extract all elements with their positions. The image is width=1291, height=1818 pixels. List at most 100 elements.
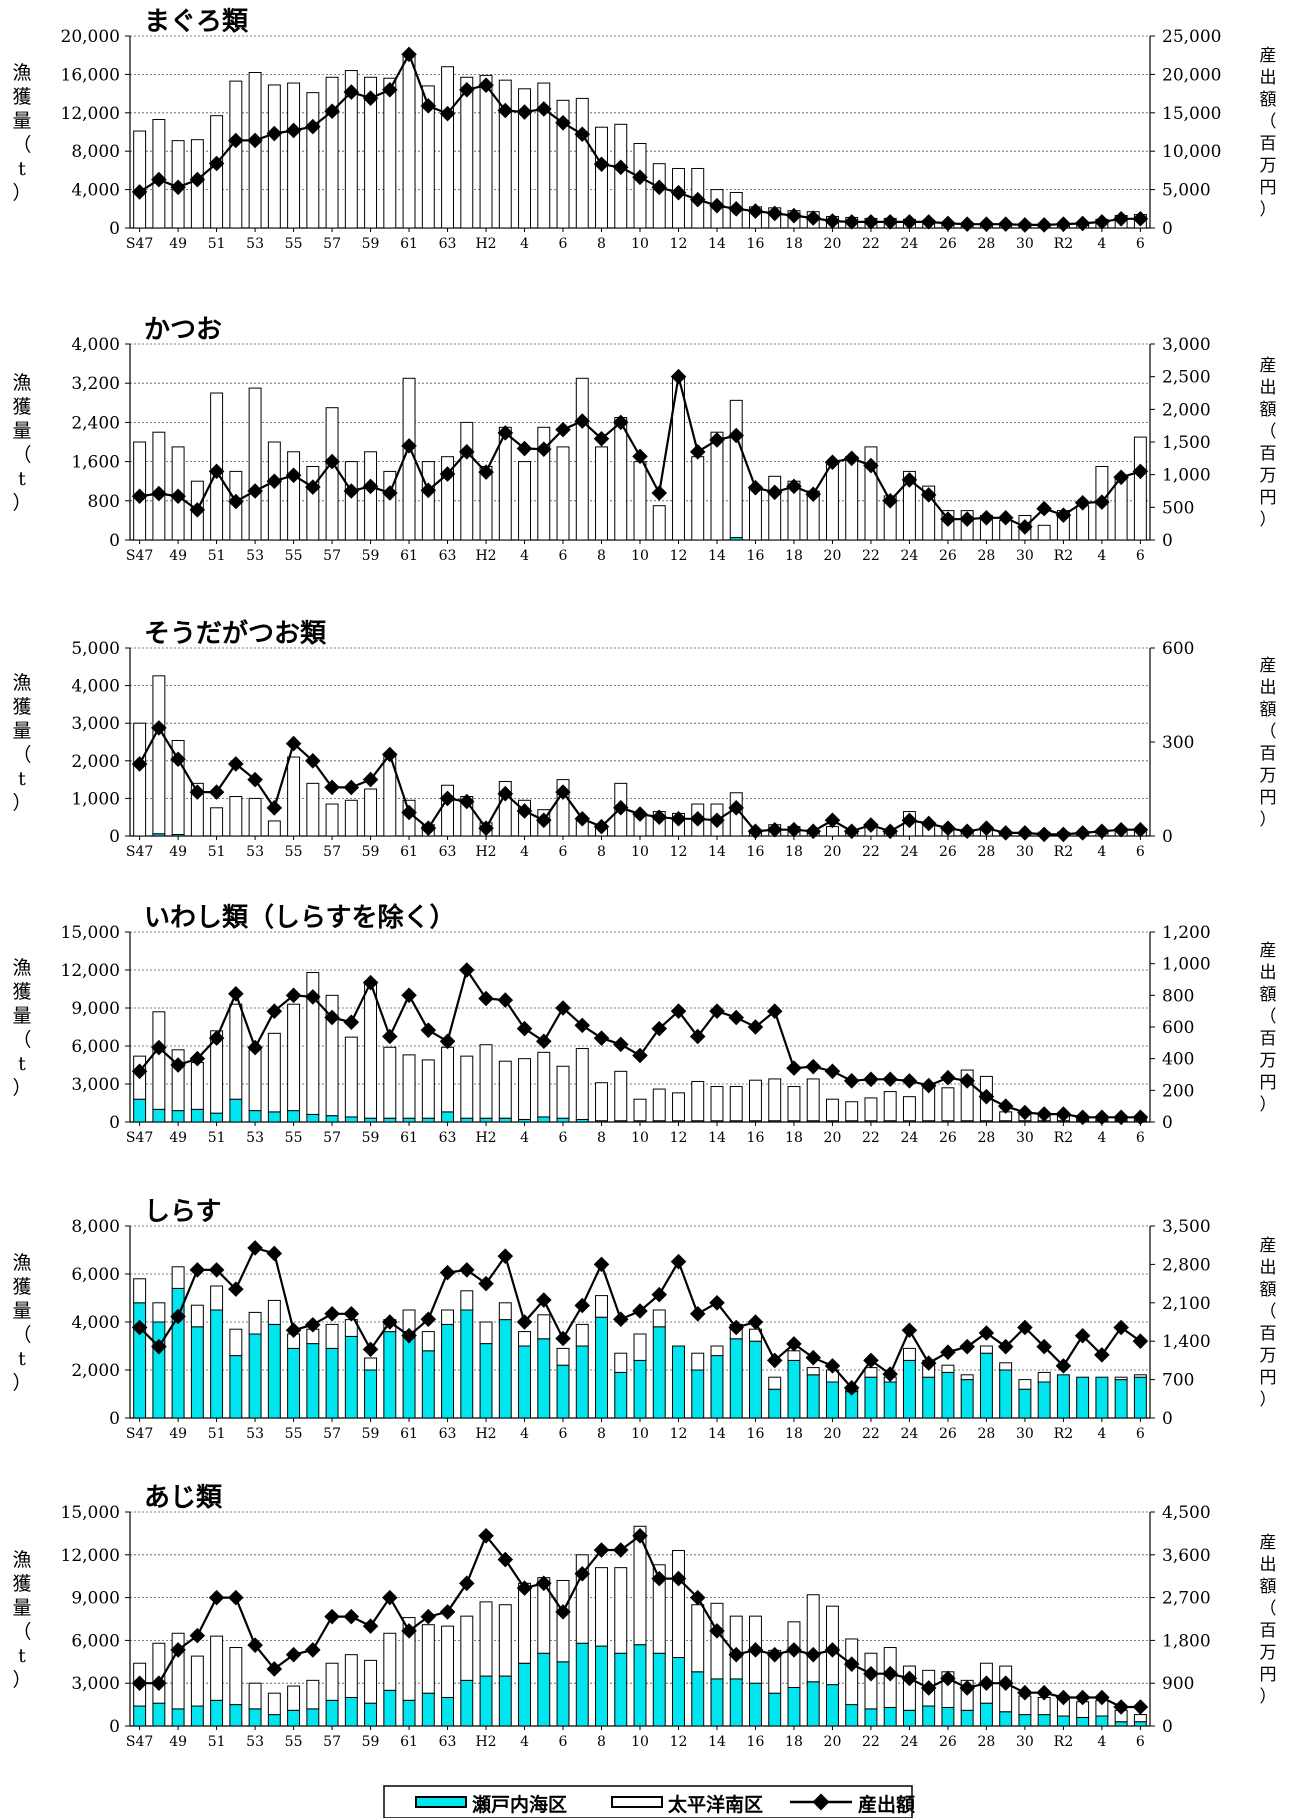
value-marker	[266, 800, 283, 816]
bar-taiheiyo	[364, 1357, 378, 1371]
x-tick-label: 4	[1097, 844, 1106, 860]
x-tick-label: 10	[631, 236, 649, 252]
x-tick-label: 61	[400, 844, 418, 860]
value-marker	[709, 812, 725, 829]
bar-taiheiyo	[710, 1345, 724, 1357]
bar-seto	[652, 1326, 666, 1419]
bar-seto	[710, 1678, 724, 1727]
bar-taiheiyo	[825, 461, 839, 541]
bar-taiheiyo	[498, 79, 512, 229]
value-marker	[863, 457, 879, 474]
bar-taiheiyo	[498, 1604, 512, 1677]
right-tick-label: 1,800	[1162, 1631, 1211, 1651]
x-tick-label: 53	[246, 236, 264, 252]
bar-taiheiyo	[1037, 524, 1051, 541]
right-tick-label: 15,000	[1162, 104, 1221, 124]
bar-taiheiyo	[595, 1295, 608, 1318]
value-marker	[362, 1618, 379, 1634]
value-marker	[516, 440, 533, 457]
bar-seto	[768, 1388, 782, 1419]
left-tick-label: 9,000	[71, 999, 120, 1019]
bar-seto	[518, 1662, 531, 1727]
bar-taiheiyo	[902, 1665, 916, 1711]
x-tick-label: 4	[520, 548, 529, 564]
left-tick-label: 4,000	[71, 181, 120, 201]
bar-seto	[633, 1644, 647, 1727]
value-marker	[824, 1063, 841, 1080]
left-tick-label: 1,600	[71, 453, 120, 473]
value-marker	[709, 1003, 725, 1019]
bar-taiheiyo	[171, 1049, 185, 1112]
bar-taiheiyo	[364, 788, 378, 837]
left-tick-label: 8,000	[71, 1217, 120, 1237]
value-marker	[997, 1675, 1014, 1691]
right-tick-label: 900	[1162, 1674, 1194, 1694]
value-marker	[420, 1608, 437, 1625]
x-tick-label: R2	[1054, 1734, 1073, 1750]
bar-seto	[864, 1376, 878, 1419]
left-tick-label: 4,000	[71, 335, 120, 355]
bar-taiheiyo	[479, 74, 493, 229]
x-tick-label: 59	[362, 844, 380, 860]
right-tick-label: 0	[1162, 219, 1173, 239]
value-marker	[1055, 1689, 1072, 1706]
bar-taiheiyo	[229, 80, 243, 229]
bar-seto	[402, 1699, 416, 1727]
bar-taiheiyo	[825, 1098, 839, 1122]
bar-seto	[402, 1331, 416, 1419]
value-marker	[1017, 825, 1033, 841]
value-marker	[824, 812, 841, 829]
value-marker	[362, 90, 379, 106]
bar-seto	[1037, 1381, 1051, 1419]
value-marker	[920, 1355, 937, 1371]
bar-taiheiyo	[344, 1036, 358, 1118]
value-marker	[863, 1071, 879, 1088]
value-marker	[497, 1248, 514, 1264]
value-marker	[189, 502, 206, 518]
right-axis-label: 産出額（百万円）	[1260, 356, 1277, 530]
x-tick-label: 63	[439, 236, 457, 252]
x-tick-label: 61	[400, 1426, 418, 1442]
bar-taiheiyo	[633, 1098, 647, 1122]
bar-taiheiyo	[595, 1082, 608, 1122]
bar-seto	[287, 1110, 301, 1123]
bar-seto	[267, 1714, 281, 1727]
value-marker	[747, 203, 764, 219]
bar-seto	[883, 1381, 897, 1419]
value-marker	[978, 820, 995, 836]
value-marker	[459, 1262, 475, 1278]
bar-taiheiyo	[614, 417, 628, 541]
value-marker	[632, 1047, 648, 1064]
bar-seto	[306, 1113, 320, 1123]
value-marker	[266, 125, 283, 142]
bar-seto	[441, 1111, 455, 1123]
right-tick-label: 5,000	[1162, 181, 1211, 201]
bar-taiheiyo	[267, 441, 281, 541]
x-tick-label: H2	[475, 1130, 496, 1146]
value-marker	[362, 1341, 379, 1358]
x-tick-label: 55	[285, 548, 303, 564]
x-tick-label: 20	[824, 236, 842, 252]
value-marker	[170, 179, 186, 196]
value-marker	[382, 1314, 398, 1330]
x-tick-label: 26	[939, 1734, 957, 1750]
value-marker	[536, 441, 552, 457]
right-tick-label: 0	[1162, 531, 1173, 551]
x-tick-label: 6	[559, 236, 568, 252]
x-tick-label: 57	[323, 1734, 341, 1750]
left-tick-label: 0	[109, 531, 120, 551]
x-tick-label: 6	[1136, 1734, 1145, 1750]
value-marker	[920, 1680, 937, 1696]
bar-taiheiyo	[575, 97, 589, 229]
bar-taiheiyo	[691, 1080, 705, 1122]
value-marker	[1074, 495, 1091, 511]
value-marker	[940, 1344, 956, 1360]
bar-taiheiyo	[614, 123, 628, 229]
value-marker	[362, 974, 379, 991]
x-tick-label: 26	[939, 548, 957, 564]
value-marker	[824, 1642, 841, 1658]
bar-taiheiyo	[229, 796, 243, 837]
x-tick-label: R2	[1054, 1426, 1073, 1442]
value-marker	[843, 1656, 860, 1672]
bar-taiheiyo	[1114, 1376, 1128, 1381]
